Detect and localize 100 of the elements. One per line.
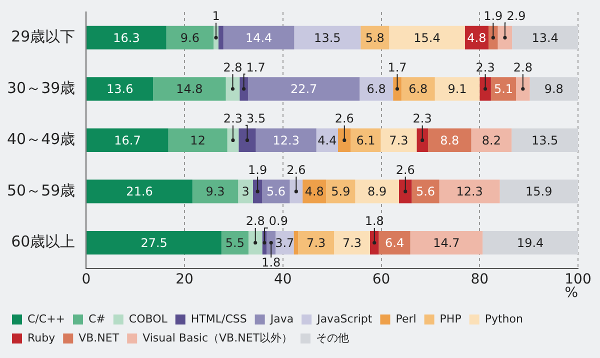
bar bbox=[238, 128, 256, 152]
bar bbox=[192, 180, 238, 204]
data-label: 15.4 bbox=[414, 30, 440, 45]
data-label: 12 bbox=[190, 133, 206, 148]
bar bbox=[380, 128, 417, 152]
bar bbox=[223, 26, 294, 50]
data-label: 5.9 bbox=[331, 184, 350, 199]
bar bbox=[218, 26, 224, 50]
data-label: 9.3 bbox=[206, 184, 225, 199]
data-label: 14.4 bbox=[245, 30, 272, 45]
bar bbox=[248, 77, 360, 101]
legend-label: JavaScript bbox=[316, 312, 373, 326]
data-label: 2.8 bbox=[513, 60, 532, 74]
data-label: 2.6 bbox=[334, 112, 354, 126]
data-label: 3.7 bbox=[275, 236, 294, 250]
bar bbox=[153, 77, 226, 101]
bar bbox=[86, 77, 154, 101]
legend-label: Java bbox=[269, 312, 294, 326]
bar bbox=[86, 26, 166, 50]
data-label: 6.8 bbox=[366, 82, 386, 96]
data-label: 9.6 bbox=[180, 30, 200, 45]
data-label: 1 bbox=[212, 8, 220, 23]
legend-label: その他 bbox=[316, 331, 349, 344]
y-tick-label: 29歳以下 bbox=[11, 28, 76, 46]
data-label: 6.1 bbox=[356, 133, 376, 148]
bar bbox=[226, 77, 240, 101]
bar bbox=[294, 230, 298, 255]
bar bbox=[412, 180, 440, 204]
bar bbox=[480, 77, 491, 101]
bar bbox=[338, 128, 351, 152]
bar bbox=[498, 26, 512, 50]
y-tick-label: 50～59歳 bbox=[6, 181, 76, 200]
bar bbox=[294, 26, 361, 50]
bar bbox=[500, 180, 578, 204]
data-label: 7.3 bbox=[306, 236, 326, 250]
bar bbox=[355, 180, 399, 204]
x-tick-label: 20 bbox=[176, 271, 194, 288]
bar bbox=[166, 26, 214, 50]
bar bbox=[471, 128, 512, 152]
data-label: 12.3 bbox=[456, 184, 483, 199]
data-label: 4.4 bbox=[318, 133, 337, 148]
legend-label: Ruby bbox=[28, 331, 56, 344]
data-label: 2.8 bbox=[223, 60, 242, 74]
bar bbox=[86, 230, 222, 255]
y-tick-label: 60歳以上 bbox=[11, 232, 76, 251]
bar bbox=[428, 128, 472, 152]
bar bbox=[168, 128, 228, 152]
data-label: 22.7 bbox=[290, 82, 318, 96]
x-tick-label: 80 bbox=[470, 271, 489, 288]
bar bbox=[86, 128, 168, 152]
data-label: 1.9 bbox=[248, 162, 268, 177]
data-label: 13.6 bbox=[106, 82, 134, 96]
data-label: 5.6 bbox=[416, 184, 436, 199]
bar bbox=[298, 230, 334, 255]
bar bbox=[252, 180, 262, 204]
y-tick-label: 40～49歳 bbox=[6, 130, 76, 148]
data-label: 16.7 bbox=[114, 133, 141, 148]
bar bbox=[290, 180, 303, 204]
data-label: 6.8 bbox=[408, 82, 428, 96]
data-label: 16.3 bbox=[113, 30, 140, 45]
data-label: 1.9 bbox=[484, 8, 503, 23]
data-label: 19.4 bbox=[516, 236, 544, 250]
bar bbox=[516, 77, 530, 101]
data-label: 7.3 bbox=[342, 236, 362, 250]
data-label: 5.8 bbox=[365, 30, 384, 45]
bar bbox=[434, 77, 480, 101]
data-label: 1.7 bbox=[246, 60, 266, 74]
data-label: 12.3 bbox=[272, 133, 300, 148]
bar bbox=[238, 180, 253, 204]
data-label: 2.6 bbox=[286, 162, 306, 177]
x-axis-title: % bbox=[564, 285, 578, 302]
data-label: 2.3 bbox=[412, 112, 432, 126]
legend-label: VB.NET bbox=[78, 331, 120, 344]
bar bbox=[512, 26, 578, 50]
bar bbox=[248, 230, 262, 255]
bar bbox=[398, 180, 412, 204]
bar bbox=[326, 180, 356, 204]
legend-label: Visual Basic（VB.NET以外） bbox=[142, 331, 293, 344]
x-tick-label: 40 bbox=[274, 271, 292, 288]
legend-label: C# bbox=[88, 312, 106, 326]
legend-label: Perl bbox=[396, 312, 416, 326]
y-tick-label: 30～39歳 bbox=[6, 78, 76, 97]
data-label: 1.7 bbox=[388, 60, 407, 74]
bar bbox=[360, 77, 394, 101]
data-label: 3.5 bbox=[246, 112, 266, 126]
bar bbox=[266, 230, 276, 255]
x-tick-label: 100 bbox=[564, 271, 592, 288]
bar bbox=[86, 180, 192, 204]
bar bbox=[530, 77, 578, 101]
data-label: 2.6 bbox=[396, 162, 415, 177]
data-label: 5.1 bbox=[494, 82, 514, 96]
bar bbox=[389, 26, 465, 50]
data-label: 1.8 bbox=[364, 214, 384, 228]
data-label: 2.9 bbox=[506, 8, 526, 23]
data-label: 2.3 bbox=[476, 60, 495, 74]
data-label: 13.5 bbox=[531, 133, 558, 148]
bar bbox=[378, 230, 410, 255]
data-label: 27.5 bbox=[140, 236, 168, 250]
data-label: 9.8 bbox=[544, 82, 564, 96]
bar bbox=[439, 180, 500, 204]
